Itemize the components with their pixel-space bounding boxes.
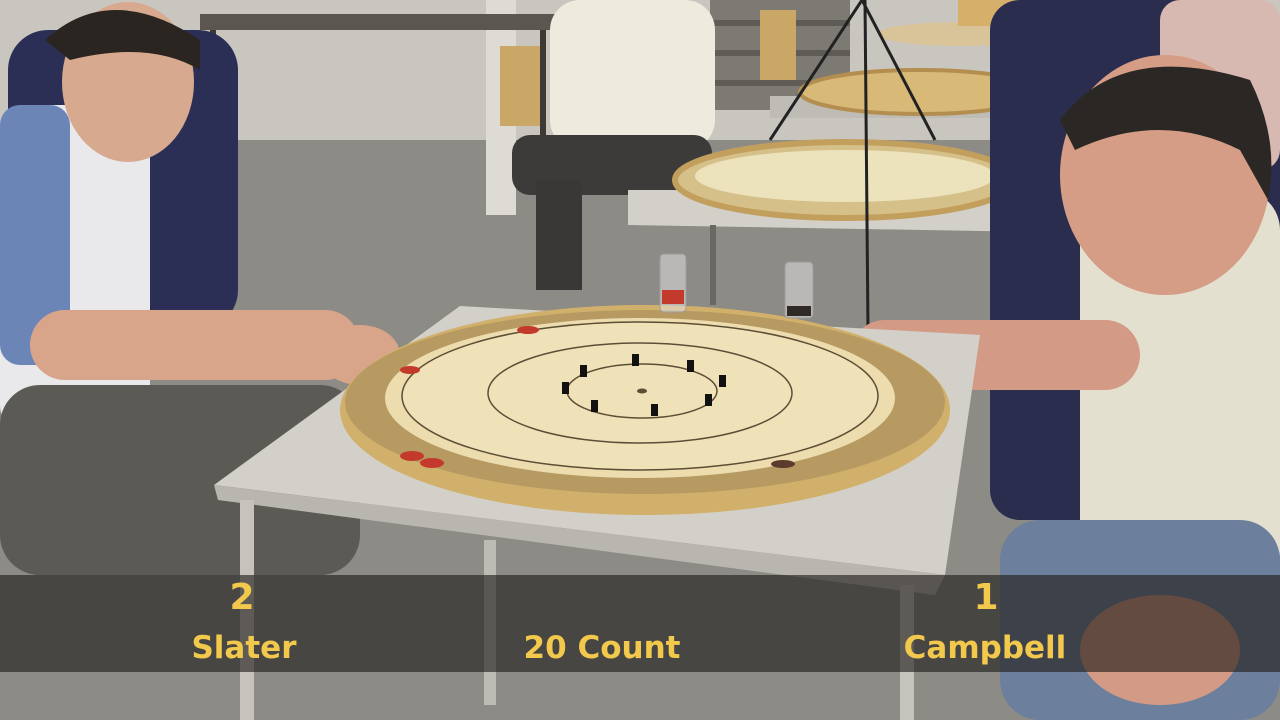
peg xyxy=(632,354,639,366)
spectator-shirt xyxy=(550,0,715,150)
player1-score: 2 xyxy=(229,577,255,618)
player1-name: Slater xyxy=(191,630,297,666)
player2-name: Campbell xyxy=(903,630,1067,666)
red-disc xyxy=(400,451,424,461)
player2-score: 1 xyxy=(973,577,999,618)
dark-disc xyxy=(771,460,795,468)
player-left-pants xyxy=(0,385,360,575)
player-right-shirt xyxy=(1080,190,1280,590)
game-label: 20 Count xyxy=(523,630,681,666)
scoreboard-bar xyxy=(0,575,1280,672)
chair xyxy=(500,46,540,126)
back-table-left xyxy=(200,14,560,30)
